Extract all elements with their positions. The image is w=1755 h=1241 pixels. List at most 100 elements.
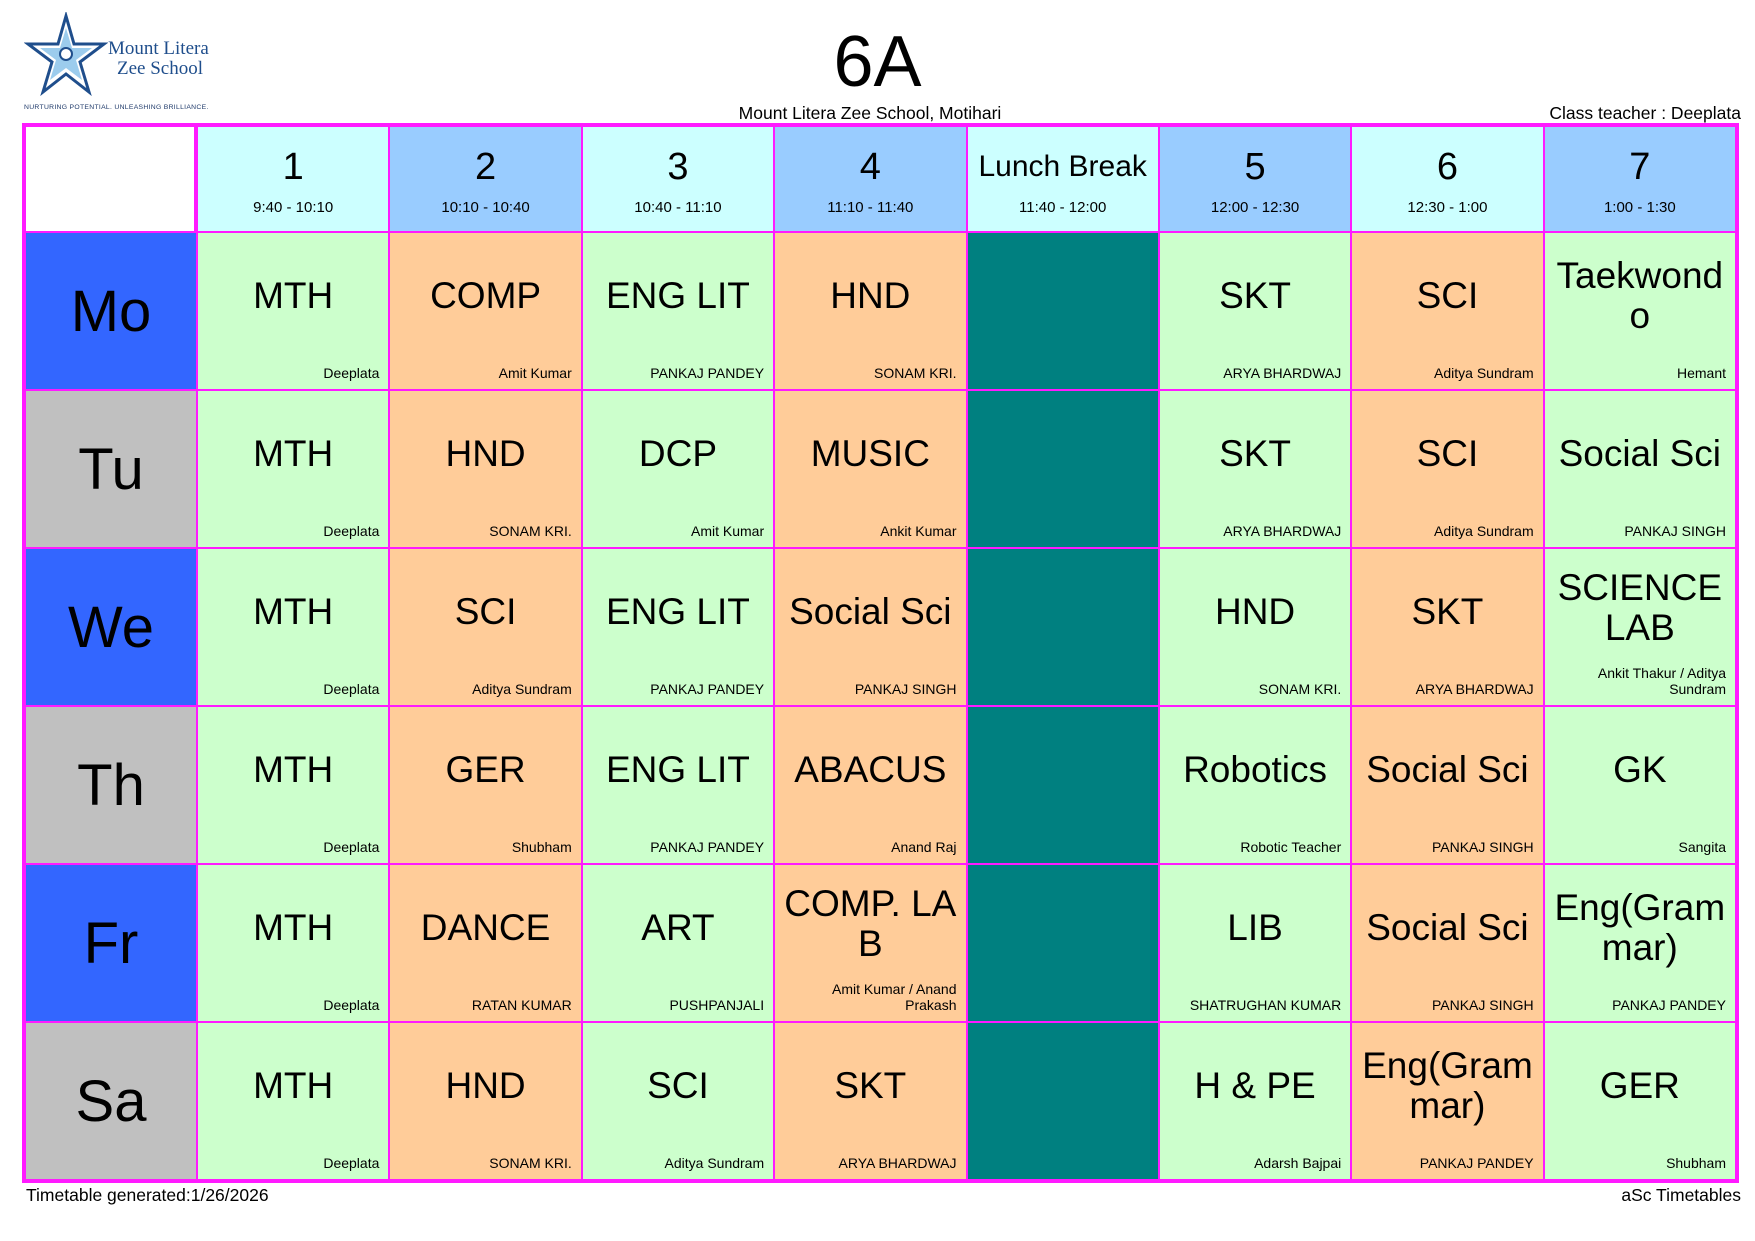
lesson-cell: ART PUSHPANJALI [582, 865, 774, 1021]
teacher-name: PANKAJ SINGH [1624, 523, 1726, 539]
lesson-cell: H & PE Adarsh Bajpai [1159, 1023, 1351, 1179]
class-teacher: Class teacher : Deeplata [1549, 103, 1741, 123]
teacher-name: SONAM KRI. [489, 1155, 572, 1171]
lesson-cell: DANCE RATAN KUMAR [390, 865, 581, 1021]
teacher-name: Deeplata [323, 681, 380, 697]
period-header: Lunch Break 11:40 - 12:00 [967, 127, 1158, 231]
day-label: Mo [26, 233, 196, 389]
subject-label: Social Sci [1366, 907, 1529, 948]
school-logo: Mount Litera Zee School NURTURING POTENT… [24, 12, 214, 114]
lesson-cell: SCIENCE LAB Ankit Thakur / Aditya Sundram [1544, 549, 1735, 705]
subject-label: SKT [1219, 433, 1292, 474]
lesson-cell: HND SONAM KRI. [775, 233, 966, 389]
lesson-cell: HND SONAM KRI. [390, 1023, 581, 1179]
subject-label: HND [1214, 591, 1296, 632]
software-brand: aSc Timetables [1621, 1185, 1741, 1205]
teacher-name: SHATRUGHAN KUMAR [1189, 997, 1342, 1013]
logo-text-line2: Zee School [117, 58, 204, 79]
lesson-cell: Social Sci PANKAJ SINGH [1352, 707, 1543, 863]
period-time: 1:00 - 1:30 [1603, 198, 1676, 216]
lesson-cell: SCI Aditya Sundram [390, 549, 581, 705]
subject-label: SCI [1416, 433, 1479, 474]
subject-label: MTH [253, 275, 334, 316]
period-label: 2 [474, 145, 497, 188]
lesson-cell: MTH Deeplata [198, 707, 389, 863]
lesson-cell: Eng(Grammar) PANKAJ PANDEY [1544, 865, 1735, 1021]
subject-label: Robotics [1183, 749, 1328, 790]
lunch-break-cell [967, 391, 1158, 547]
lesson-cell: MUSIC Ankit Kumar [775, 391, 966, 547]
teacher-name: Amit Kumar [498, 365, 572, 381]
subject-label: ENG LIT [605, 275, 750, 316]
subject-label: HND [830, 275, 911, 316]
teacher-name: PANKAJ SINGH [854, 681, 957, 697]
lesson-cell: Eng(Grammar) PANKAJ PANDEY [1352, 1023, 1543, 1179]
teacher-name: ARYA BHARDWAJ [838, 1155, 957, 1171]
period-label: 1 [282, 145, 304, 188]
lesson-cell: COMP. LAB Amit Kumar / Anand Prakash [775, 865, 966, 1021]
day-label: Sa [26, 1023, 196, 1179]
day-label: Th [26, 707, 196, 863]
period-header: 1 9:40 - 10:10 [198, 127, 389, 231]
class-title: 6A [833, 22, 922, 102]
teacher-name: Hemant [1676, 365, 1726, 381]
teacher-name: SONAM KRI. [874, 365, 957, 381]
period-time: 10:10 - 10:40 [441, 198, 530, 216]
lunch-break-cell [967, 865, 1158, 1021]
teacher-name: ARYA BHARDWAJ [1415, 681, 1534, 697]
teacher-name: PANKAJ SINGH [1431, 997, 1534, 1013]
subject-label: Social Sci [1558, 433, 1722, 474]
lesson-cell: SKT ARYA BHARDWAJ [1159, 233, 1351, 389]
subject-label: COMP [430, 275, 542, 316]
subject-label: ART [641, 907, 715, 948]
teacher-name: PANKAJ PANDEY [650, 839, 765, 855]
period-time: 12:00 - 12:30 [1210, 198, 1300, 216]
subject-label: DANCE [420, 907, 551, 948]
lesson-cell: MTH Deeplata [198, 1023, 389, 1179]
period-label: 4 [859, 145, 881, 188]
teacher-name: Ankit Kumar [880, 523, 957, 539]
teacher-name: Robotic Teacher [1240, 839, 1342, 855]
teacher-name: Aditya Sundram [664, 1155, 765, 1171]
lesson-cell: MTH Deeplata [198, 233, 389, 389]
subject-label: MTH [253, 591, 334, 632]
lesson-cell: LIB SHATRUGHAN KUMAR [1159, 865, 1351, 1021]
subject-label: HND [445, 1065, 526, 1106]
lesson-cell: MTH Deeplata [198, 391, 389, 547]
lunch-break-cell [967, 549, 1158, 705]
lunch-break-cell [967, 707, 1158, 863]
logo-tagline: NURTURING POTENTIAL. UNLEASHING BRILLIAN… [24, 104, 209, 111]
teacher-name: PANKAJ SINGH [1431, 839, 1534, 855]
subject-label: GER [445, 749, 526, 790]
logo-text-line1: Mount Litera [108, 38, 209, 59]
teacher-name: PANKAJ PANDEY [650, 365, 765, 381]
lesson-cell: DCP Amit Kumar [582, 391, 774, 547]
lunch-break-cell [967, 1023, 1158, 1179]
lesson-cell: SCI Aditya Sundram [582, 1023, 774, 1179]
period-header: 5 12:00 - 12:30 [1159, 127, 1351, 231]
teacher-name: Deeplata [323, 1155, 380, 1171]
period-time: 9:40 - 10:10 [253, 198, 334, 216]
teacher-name: Deeplata [323, 839, 380, 855]
period-header: 2 10:10 - 10:40 [390, 127, 581, 231]
subject-label: Social Sci [789, 591, 952, 632]
lesson-cell: SKT ARYA BHARDWAJ [1352, 549, 1543, 705]
subject-label: GER [1599, 1065, 1680, 1106]
lesson-cell: Social Sci PANKAJ SINGH [1352, 865, 1543, 1021]
teacher-name: PANKAJ PANDEY [1419, 1155, 1534, 1171]
period-time: 11:10 - 11:40 [827, 198, 914, 216]
subject-label: SKT [834, 1065, 907, 1106]
period-label: 7 [1629, 145, 1651, 188]
period-header: 7 1:00 - 1:30 [1544, 127, 1735, 231]
day-label: Fr [26, 865, 196, 1021]
day-label: We [26, 549, 196, 705]
teacher-name: PANKAJ PANDEY [1612, 997, 1726, 1013]
lesson-cell: SKT ARYA BHARDWAJ [1159, 391, 1351, 547]
subject-label: GK [1613, 749, 1667, 790]
lesson-cell: GK Sangita [1544, 707, 1735, 863]
teacher-name: Shubham [511, 839, 572, 855]
teacher-name: Amit Kumar [691, 523, 765, 539]
period-label: 5 [1244, 145, 1266, 188]
day-label: Tu [26, 391, 196, 547]
subject-label: MTH [253, 907, 334, 948]
